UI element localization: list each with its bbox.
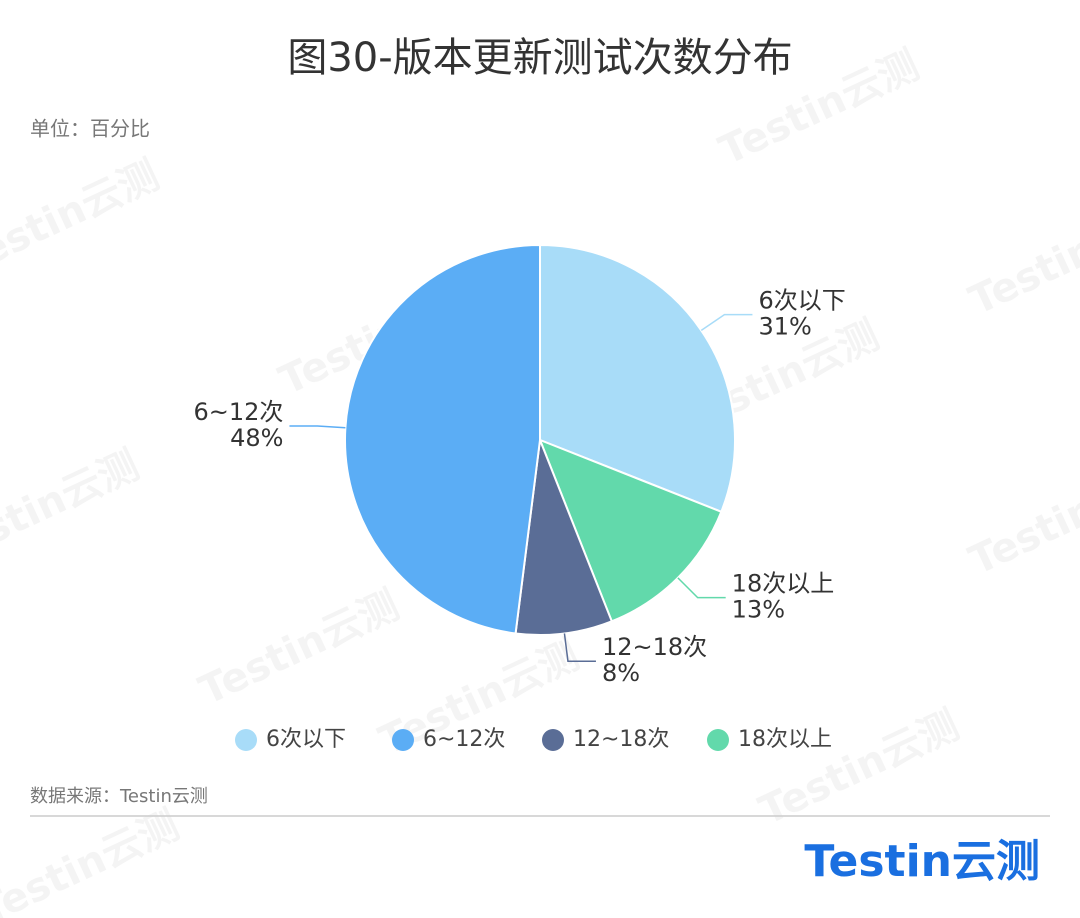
slice-value: 8% [602, 659, 640, 687]
pie-slice [514, 439, 614, 636]
watermark: Testin云测 [0, 802, 186, 918]
subtitle: 单位：百分比 [30, 117, 150, 141]
slice-value: 31% [758, 313, 811, 341]
pie-slice [538, 438, 723, 623]
legend-label: 12~18次 [573, 727, 669, 752]
pie-slice [344, 243, 541, 635]
source: 数据来源：Testin云测 [30, 786, 208, 807]
watermark: Testin云测 [0, 152, 166, 284]
label-line [563, 633, 596, 662]
legend-marker [392, 729, 414, 751]
slice-label: 18次以上 [732, 570, 835, 598]
slice-label: 6~12次 [194, 398, 284, 426]
watermark: Testin云测 [752, 702, 966, 834]
legend-marker [235, 729, 257, 751]
legend-marker [707, 729, 729, 751]
label-line [700, 313, 753, 332]
slice-label: 12~18次 [602, 633, 707, 661]
logo: Testin云测 [804, 836, 1040, 887]
legend-label: 6次以下 [266, 727, 346, 752]
pie-slice [539, 243, 736, 514]
watermark: Testin云测 [0, 442, 146, 574]
slice-value: 13% [732, 596, 785, 624]
slice-value: 48% [230, 424, 283, 452]
watermark: Testin云测 [192, 582, 406, 714]
legend-label: 6~12次 [423, 727, 505, 752]
slice-label: 6次以下 [758, 287, 845, 315]
label-line [677, 577, 726, 599]
label-line [289, 425, 346, 429]
chart-title: 图30-版本更新测试次数分布 [287, 35, 792, 81]
watermark: Testin云测 [962, 192, 1080, 324]
legend-marker [542, 729, 564, 751]
legend-label: 18次以上 [738, 727, 832, 752]
watermark: Testin云测 [962, 452, 1080, 584]
